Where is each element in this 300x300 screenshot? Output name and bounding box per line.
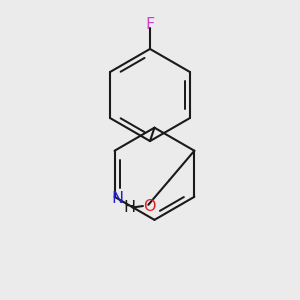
Text: N: N <box>111 191 123 206</box>
Text: F: F <box>146 17 154 32</box>
Text: O: O <box>143 199 155 214</box>
Text: H: H <box>123 200 135 215</box>
